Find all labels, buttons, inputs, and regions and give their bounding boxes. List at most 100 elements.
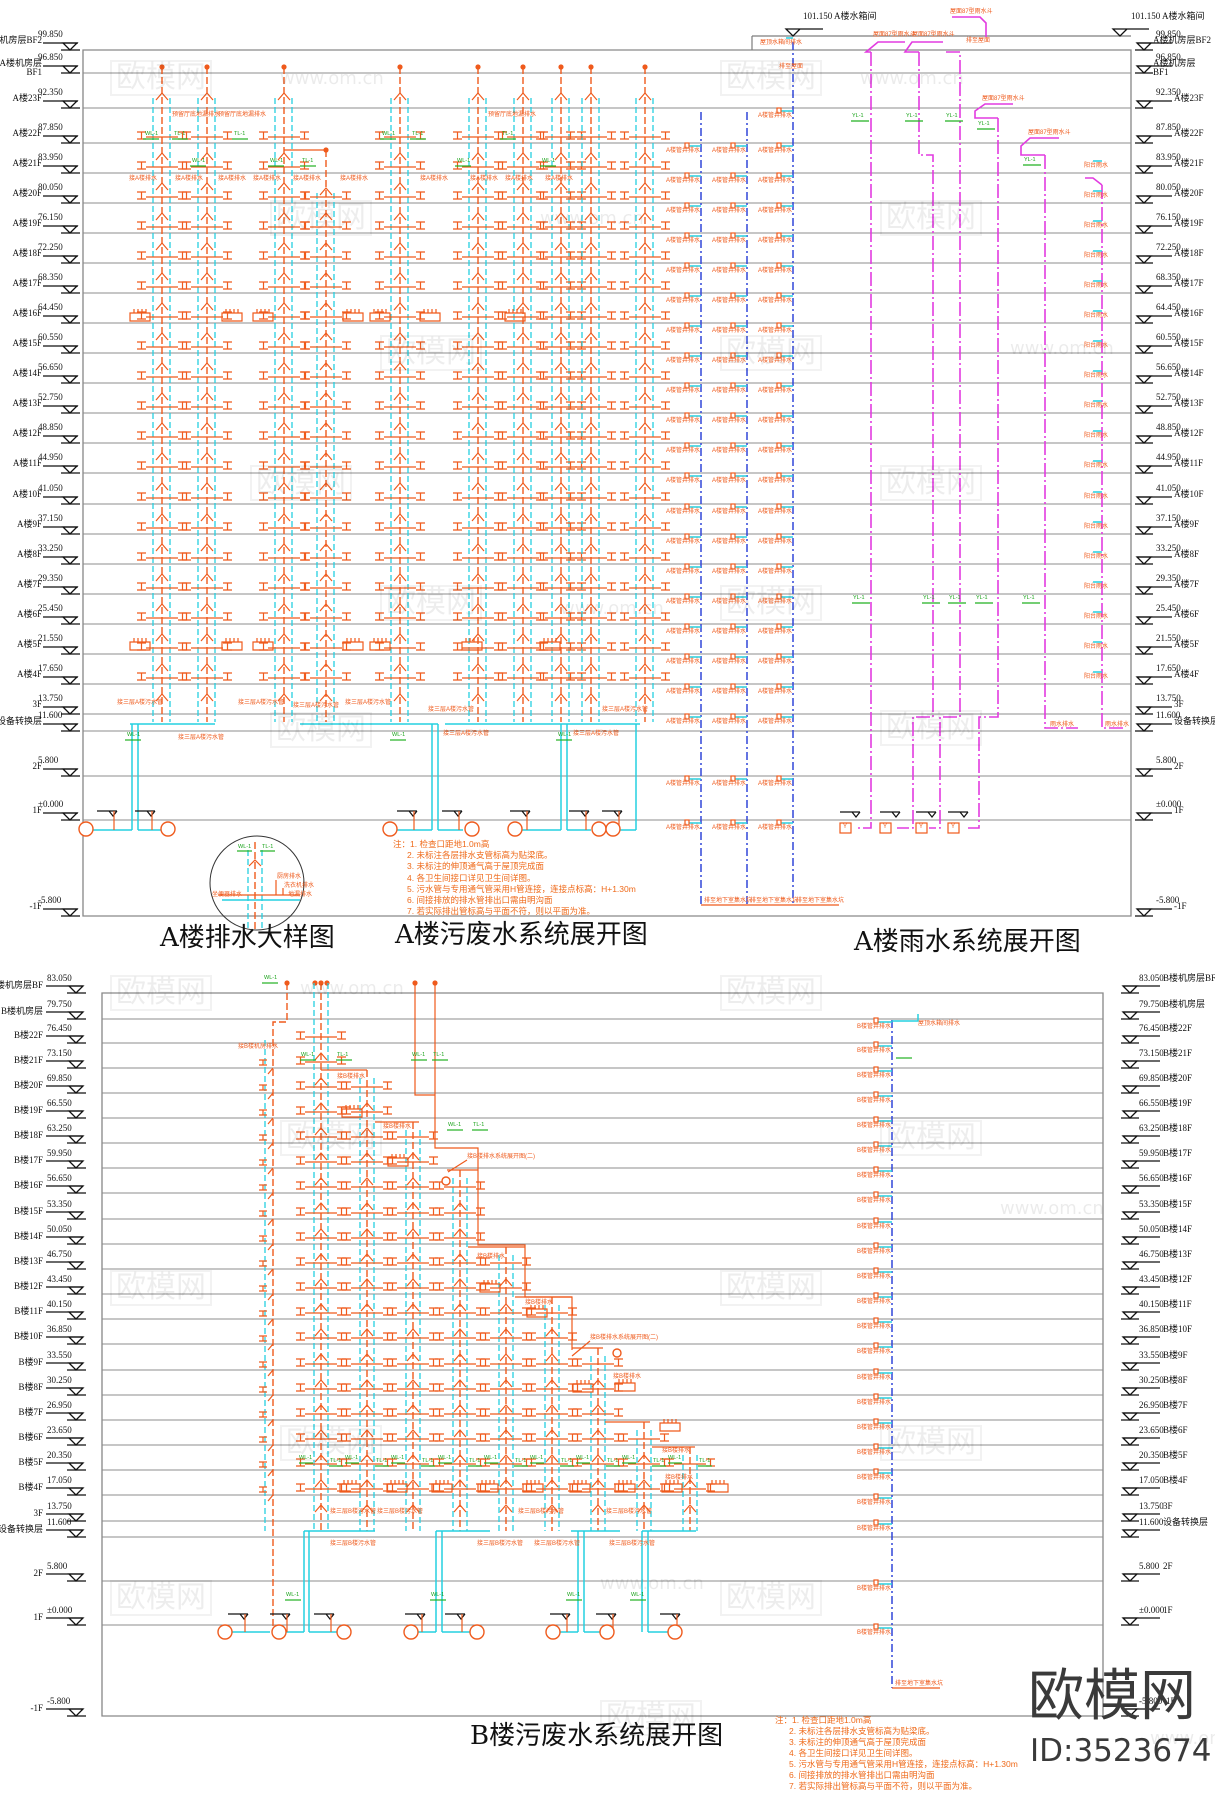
connect-3f-label: 接三层A楼污水管 bbox=[117, 700, 164, 706]
to-roof-label: 排至屋面 bbox=[779, 64, 804, 70]
connect-3f-label: 接三层B楼污水管 bbox=[477, 1541, 524, 1547]
shaft-drain-label: A楼管井排水 bbox=[757, 825, 792, 831]
faint-watermark-url: www.om.cn bbox=[280, 68, 384, 89]
roof-drain-label: 屋面87型雨水斗 bbox=[873, 32, 916, 38]
faint-watermark-logo: 欧模网 bbox=[110, 1580, 212, 1616]
level-elevation-right: 79.750 bbox=[1139, 999, 1164, 1009]
connect-3f-label: 接三层A楼污水管 bbox=[238, 700, 285, 706]
shaft-drain-label: B楼管井排水 bbox=[856, 1586, 891, 1592]
level-label-left: B楼17F bbox=[13, 1155, 43, 1165]
level-elevation-right: 59.950 bbox=[1139, 1148, 1164, 1158]
pipe-tag: TL-1 bbox=[607, 1458, 619, 1464]
level-label-left: B楼12F bbox=[13, 1281, 43, 1291]
pipe-tag: TL-1 bbox=[561, 1458, 573, 1464]
level-elevation-right: 33.250 bbox=[1156, 543, 1181, 553]
level-elevation-left: 13.750 bbox=[47, 1501, 72, 1511]
faint-watermark-logo: 欧模网 bbox=[110, 60, 212, 96]
shaft-drain-label: A楼管井排水 bbox=[711, 569, 746, 575]
shaft-drain-label: A楼管井排水 bbox=[711, 178, 746, 184]
faint-watermark-logo: 欧模网 bbox=[720, 60, 822, 96]
b-sewage-outlets bbox=[217, 1613, 683, 1640]
level-label-left: 3F bbox=[32, 699, 42, 709]
level-elevation-left: 5.800 bbox=[38, 755, 59, 765]
level-elevation-left: 5.800 bbox=[47, 1561, 68, 1571]
pipe-tag: YL-1 bbox=[906, 113, 918, 119]
pipe-tag: TL-1 bbox=[469, 1458, 481, 1464]
connect-label: 接A楼排水 bbox=[545, 176, 574, 182]
level-elevation-right: 52.750 bbox=[1156, 392, 1181, 402]
level-label-right: B楼6F bbox=[1163, 1425, 1188, 1435]
shaft-drain-label: B楼管井排水 bbox=[856, 1098, 891, 1104]
balcony-rain-label: 阳台雨水 bbox=[1084, 403, 1109, 409]
level-label-right: B楼9F bbox=[1163, 1350, 1188, 1360]
level-label-left: A楼10F bbox=[12, 489, 42, 499]
outlet-circle bbox=[336, 1624, 352, 1640]
a-rainwater-risers bbox=[851, 16, 1125, 829]
shaft-drain-label: A楼管井排水 bbox=[711, 268, 746, 274]
pipe-tag: WL-1 bbox=[270, 158, 284, 164]
level-label-left: A楼12F bbox=[12, 428, 42, 438]
brand-watermark: 欧模网 bbox=[1028, 1664, 1196, 1729]
b-shaft-drain-riser bbox=[873, 1014, 940, 1689]
pipe-tag: WL-1 bbox=[301, 1052, 315, 1058]
faint-watermark-url: www.om.cn bbox=[560, 598, 664, 619]
roof-drain-label: 屋面87型雨水斗 bbox=[950, 9, 993, 15]
b-sewage-title: B楼污废水系统展开图 bbox=[470, 1721, 724, 1751]
a-drainage-detail-circle bbox=[209, 835, 305, 931]
connect-3f-label: 接三层A楼污水管 bbox=[602, 707, 649, 713]
b-sewage-riser bbox=[527, 1297, 577, 1531]
shaft-drain-label: B楼管井排水 bbox=[856, 1073, 891, 1079]
shaft-drain-label: A楼管井排水 bbox=[711, 208, 746, 214]
b-sewage-manifold bbox=[232, 1530, 696, 1633]
level-elevation-right: 56.650 bbox=[1156, 362, 1181, 372]
pipe-tag: YL-1 bbox=[923, 595, 935, 601]
rain-outlet-label: 雨水排水 bbox=[1105, 722, 1130, 728]
level-elevation-left: 43.450 bbox=[47, 1274, 72, 1284]
level-elevation-left: 83.050 bbox=[47, 973, 72, 983]
outlet-circle bbox=[507, 821, 523, 837]
shaft-drain-label: A楼管井排水 bbox=[665, 298, 700, 304]
shaft-drain-label: B楼管井排水 bbox=[856, 1123, 891, 1129]
level-elevation-left: 20.350 bbox=[47, 1450, 72, 1460]
pipe-tag: WL-1 bbox=[542, 158, 556, 164]
level-label-left: A楼9F bbox=[16, 519, 42, 529]
shaft-drain-label: A楼管井排水 bbox=[757, 719, 792, 725]
tank-room-marker: 101.150 A楼水箱间 bbox=[803, 11, 877, 21]
pipe-tag: WL-1 bbox=[286, 1592, 300, 1598]
level-label-left: 1F bbox=[33, 1612, 43, 1622]
level-label-right: A楼9F bbox=[1174, 519, 1200, 529]
b-pipe-tags bbox=[299, 1059, 712, 1467]
level-label-left: A楼11F bbox=[12, 458, 42, 468]
connect-3f-label: 接三层A楼污水管 bbox=[428, 707, 475, 713]
shaft-drain-label: A楼管井排水 bbox=[757, 689, 792, 695]
connect-label: 接A楼排水 bbox=[129, 176, 158, 182]
level-label-right: A楼机房层BF2 bbox=[1153, 35, 1212, 45]
connect-3f-label: 接三层B楼污水管 bbox=[534, 1541, 581, 1547]
shaft-drain-label: A楼管井排水 bbox=[665, 478, 700, 484]
shaft-drain-label: A楼管井排水 bbox=[665, 418, 700, 424]
level-elevation-left: ±0.000 bbox=[38, 799, 64, 809]
level-label-right: A楼18F bbox=[1174, 248, 1204, 258]
a-pipe-tags bbox=[143, 138, 556, 167]
level-label-left: B楼机房层 bbox=[0, 1006, 43, 1016]
connect-label: 接B楼排水 bbox=[383, 1124, 412, 1130]
detail-label: 坐便器排水 bbox=[212, 892, 243, 898]
level-label-left: A楼22F bbox=[12, 128, 42, 138]
shaft-drain-label: A楼管井排水 bbox=[757, 599, 792, 605]
roof-drain-label: 屋面87型雨水斗 bbox=[982, 96, 1025, 102]
outlet-circle bbox=[464, 821, 480, 837]
balcony-rain-label: 阳台雨水 bbox=[1084, 554, 1109, 560]
pipe-tag: WL-1 bbox=[192, 158, 206, 164]
level-label-right: B楼21F bbox=[1163, 1048, 1193, 1058]
shaft-drain-label: B楼管井排水 bbox=[856, 1475, 891, 1481]
roof-drain-label: 屋面87型雨水斗 bbox=[1028, 130, 1071, 136]
level-elevation-right: 21.550 bbox=[1156, 633, 1181, 643]
shaft-drain-label: A楼管井排水 bbox=[665, 208, 700, 214]
level-elevation-right: 33.550 bbox=[1139, 1350, 1164, 1360]
level-label-left: B楼19F bbox=[13, 1105, 43, 1115]
to-pit-label: 排至地下室集水坑 bbox=[895, 1681, 944, 1687]
shaft-drain-label: B楼管井排水 bbox=[856, 1048, 891, 1054]
level-label-right: B楼11F bbox=[1163, 1299, 1192, 1309]
level-label-right: B楼17F bbox=[1163, 1148, 1193, 1158]
level-label-right: B楼16F bbox=[1163, 1173, 1193, 1183]
